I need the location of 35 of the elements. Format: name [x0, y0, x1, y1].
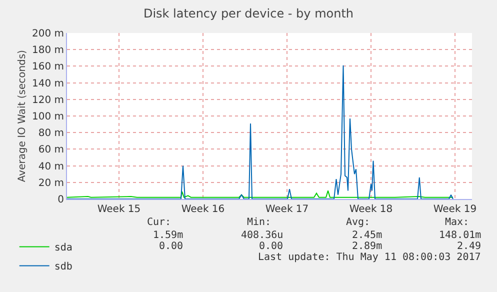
legend-label: sda [54, 242, 72, 254]
text: 408.36u [241, 230, 284, 241]
x-tick-label: Week 15 [97, 204, 141, 215]
y-tick-label: 180 m [32, 45, 64, 56]
x-tick-label: Week 16 [181, 204, 225, 215]
y-axis-title: Average IO Wait (seconds) [16, 50, 28, 182]
text: 2.45m [352, 230, 382, 241]
text: Min: [247, 217, 272, 228]
y-tick-label: 100 m [32, 112, 64, 122]
y-tick-label: 160 m [32, 62, 64, 73]
legend-label: sdb [54, 262, 72, 273]
x-tick-label: Week 19 [433, 204, 477, 215]
text: Max: [445, 217, 470, 228]
text: 2.89m [352, 241, 382, 252]
text: Avg: [346, 217, 370, 228]
y-tick-label: 120 m [32, 94, 64, 106]
text: 0.00 [159, 241, 184, 252]
line-series [67, 190, 454, 198]
x-tick-label: Week 18 [349, 204, 393, 215]
y-tick-label: 40 m [38, 161, 64, 172]
text: 148.01m [439, 230, 482, 241]
text: 1.59m [153, 230, 184, 241]
chart-title: Disk latency per device - by month [143, 6, 354, 20]
y-tick-label: 140 m [32, 78, 64, 90]
text: 0.00 [259, 241, 284, 252]
text: Cur: [147, 217, 172, 228]
x-tick-label: Week 17 [265, 204, 309, 215]
text: Last update: Thu May 11 08:00:03 2017 [258, 252, 481, 263]
y-tick-label: 0 [58, 194, 64, 206]
y-tick-label: 20 m [38, 178, 64, 189]
text: 2.49 [457, 241, 482, 252]
y-tick-label: 80 m [38, 128, 64, 140]
y-tick-label: 200 m [32, 28, 64, 40]
line-series [67, 64, 454, 199]
y-tick-label: 60 m [38, 144, 64, 156]
